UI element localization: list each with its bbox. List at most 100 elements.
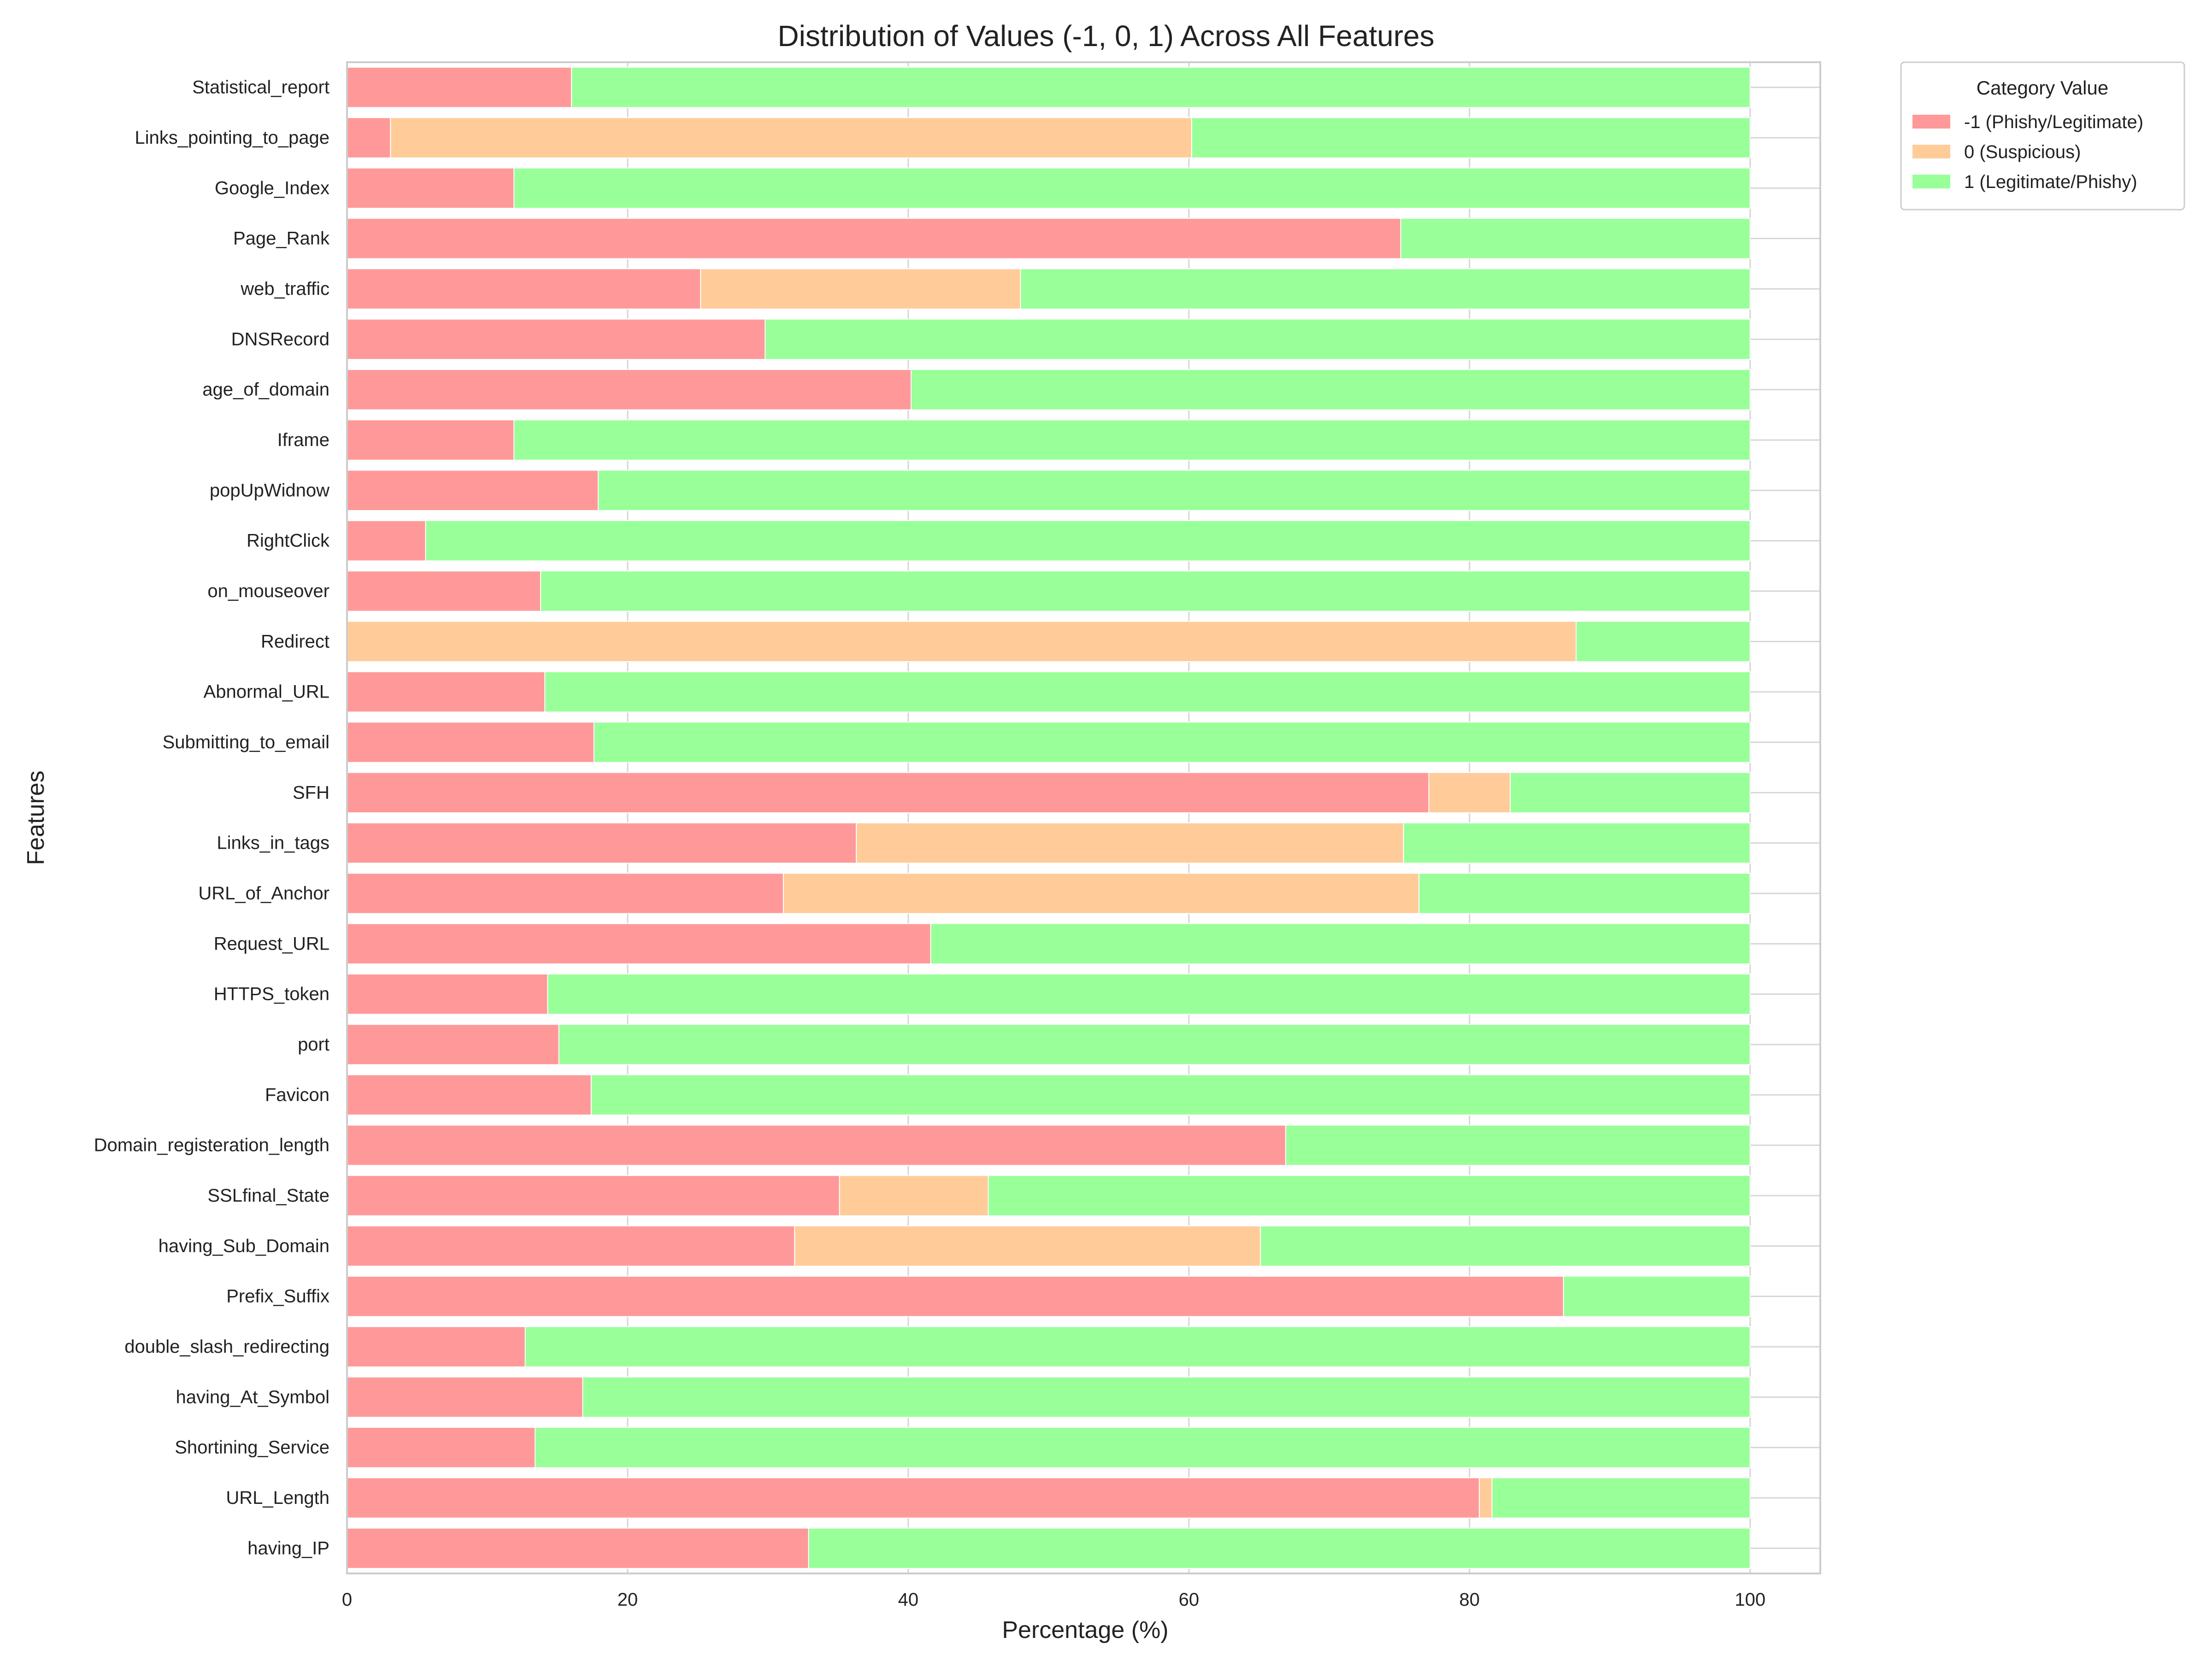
bar-iframe-series-2 — [513, 419, 1751, 461]
bar-prefix-suffix-series-2 — [1563, 1275, 1751, 1317]
y-tick-label-page-rank: Page_Rank — [233, 229, 330, 249]
bar-links-in-tags-series-2 — [1403, 822, 1751, 864]
bar-url-length-series-0 — [347, 1477, 1480, 1519]
bar-url-of-anchor-series-2 — [1418, 873, 1751, 914]
legend-swatch-2 — [1912, 175, 1950, 188]
bar-links-pointing-to-page-series-2 — [1191, 117, 1751, 158]
bar-url-of-anchor-series-1 — [782, 873, 1420, 914]
y-tick-label-double-slash-redirecting: double_slash_redirecting — [124, 1337, 329, 1357]
bar-links-pointing-to-page-series-1 — [390, 117, 1192, 158]
legend-label-0: -1 (Phishy/Legitimate) — [1964, 112, 2143, 132]
bar-rightclick-series-0 — [347, 520, 426, 562]
bar-url-length-series-1 — [1479, 1477, 1493, 1519]
bar-redirect-series-1 — [347, 621, 1577, 663]
bar-iframe-series-0 — [347, 419, 515, 461]
y-tick-label-sslfinal-state: SSLfinal_State — [207, 1186, 329, 1206]
bar-shortining-service-series-2 — [534, 1426, 1751, 1468]
bar-popupwidnow-series-0 — [347, 470, 599, 511]
bar-having-sub-domain-series-1 — [794, 1225, 1261, 1267]
bar-rightclick-series-2 — [425, 520, 1751, 562]
y-tick-label-submitting-to-email: Submitting_to_email — [163, 732, 329, 752]
y-tick-label-shortining-service: Shortining_Service — [175, 1438, 329, 1458]
bar-favicon-series-2 — [590, 1074, 1751, 1116]
legend-swatch-1 — [1912, 145, 1950, 158]
bar-sslfinal-state-series-0 — [347, 1175, 840, 1216]
bar-links-in-tags-series-0 — [347, 822, 857, 864]
y-tick-label-url-length: URL_Length — [226, 1488, 329, 1508]
bar-port-series-0 — [347, 1024, 559, 1065]
bar-domain-registeration-length-series-0 — [347, 1124, 1286, 1166]
bar-port-series-2 — [558, 1024, 1751, 1065]
bar-having-sub-domain-series-2 — [1260, 1225, 1751, 1267]
bar-sfh-series-0 — [347, 772, 1430, 814]
bar-having-at-symbol-series-0 — [347, 1376, 583, 1418]
bar-on-mouseover-series-2 — [540, 570, 1751, 612]
bar-page-rank-series-2 — [1400, 217, 1751, 259]
y-tick-label-age-of-domain: age_of_domain — [202, 380, 329, 400]
x-tick-label-40: 40 — [898, 1590, 919, 1610]
bar-web-traffic-series-2 — [1020, 268, 1751, 310]
bar-submitting-to-email-series-0 — [347, 722, 594, 763]
bar-web-traffic-series-0 — [347, 268, 701, 310]
bar-https-token-series-0 — [347, 973, 548, 1015]
y-tick-label-abnormal-url: Abnormal_URL — [204, 682, 329, 702]
y-tick-label-having-sub-domain: having_Sub_Domain — [159, 1236, 329, 1256]
bar-redirect-series-2 — [1576, 621, 1751, 663]
chart-title: Distribution of Values (-1, 0, 1) Across… — [777, 19, 1434, 53]
y-tick-label-request-url: Request_URL — [214, 933, 329, 954]
legend: Category Value -1 (Phishy/Legitimate) 0 (… — [1900, 61, 2185, 211]
bar-sfh-series-2 — [1510, 772, 1751, 814]
bar-links-pointing-to-page-series-0 — [347, 117, 391, 158]
legend-swatch-0 — [1912, 115, 1950, 129]
x-tick-label-60: 60 — [1179, 1590, 1200, 1610]
y-tick-label-prefix-suffix: Prefix_Suffix — [226, 1286, 329, 1307]
bar-double-slash-redirecting-series-0 — [347, 1326, 526, 1368]
bar-google-index-series-0 — [347, 167, 515, 209]
bar-url-length-series-2 — [1491, 1477, 1751, 1519]
y-tick-label-having-ip: having_IP — [247, 1538, 329, 1558]
bar-dnsrecord-series-0 — [347, 318, 766, 360]
bar-having-ip-series-0 — [347, 1527, 809, 1569]
bar-sfh-series-1 — [1428, 772, 1511, 814]
bar-shortining-service-series-0 — [347, 1426, 535, 1468]
x-tick-label-0: 0 — [342, 1590, 352, 1610]
bar-having-ip-series-2 — [808, 1527, 1751, 1569]
legend-title: Category Value — [1977, 77, 2108, 99]
y-tick-label-statistical-report: Statistical_report — [192, 77, 329, 98]
y-tick-label-links-in-tags: Links_in_tags — [217, 833, 329, 853]
bar-having-sub-domain-series-0 — [347, 1225, 795, 1267]
bar-url-of-anchor-series-0 — [347, 873, 784, 914]
bar-having-at-symbol-series-2 — [582, 1376, 1751, 1418]
bar-age-of-domain-series-0 — [347, 369, 912, 411]
bar-submitting-to-email-series-2 — [593, 722, 1751, 763]
bar-age-of-domain-series-2 — [910, 369, 1751, 411]
y-tick-label-having-at-symbol: having_At_Symbol — [176, 1387, 329, 1407]
bar-dnsrecord-series-2 — [765, 318, 1751, 360]
y-tick-label-google-index: Google_Index — [215, 178, 329, 198]
bar-favicon-series-0 — [347, 1074, 592, 1116]
bar-abnormal-url-series-0 — [347, 671, 546, 713]
bar-statistical-report-series-0 — [347, 66, 572, 108]
bar-google-index-series-2 — [513, 167, 1751, 209]
bar-sslfinal-state-series-2 — [988, 1175, 1751, 1216]
x-axis-label: Percentage (%) — [1002, 1617, 1168, 1643]
y-tick-label-on-mouseover: on_mouseover — [207, 581, 329, 601]
y-tick-label-popupwidnow: popUpWidnow — [210, 480, 329, 500]
bar-request-url-series-2 — [930, 923, 1751, 965]
y-tick-label-domain-registeration-length: Domain_registeration_length — [94, 1135, 329, 1156]
bar-https-token-series-2 — [547, 973, 1751, 1015]
legend-label-1: 0 (Suspicious) — [1964, 142, 2081, 162]
plot-background — [347, 62, 1820, 1573]
y-tick-label-url-of-anchor: URL_of_Anchor — [198, 883, 329, 904]
y-axis-label: Features — [23, 770, 49, 865]
y-tick-label-https-token: HTTPS_token — [214, 984, 329, 1004]
y-tick-label-iframe: Iframe — [277, 430, 329, 450]
y-tick-label-redirect: Redirect — [261, 631, 329, 651]
y-tick-label-port: port — [298, 1034, 329, 1055]
y-tick-label-dnsrecord: DNSRecord — [231, 329, 329, 349]
plot-area: having_IP URL_Length Shortining_Service hav… — [94, 61, 1821, 1610]
bar-abnormal-url-series-2 — [544, 671, 1751, 713]
bar-on-mouseover-series-0 — [347, 570, 541, 612]
